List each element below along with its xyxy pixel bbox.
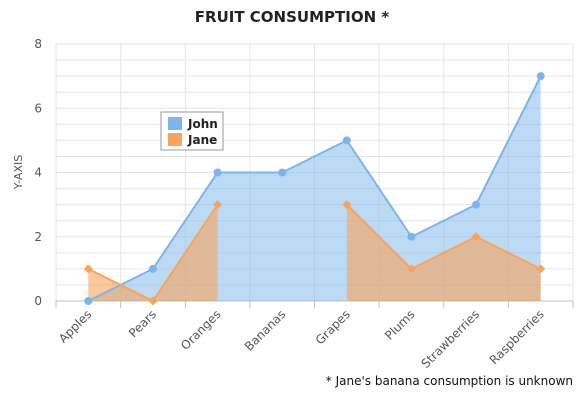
series-area-jane — [88, 204, 218, 301]
y-axis-ticks: 0 2 4 6 8 — [34, 37, 42, 308]
y-axis-title: Y-AXIS — [12, 155, 25, 190]
data-point-john[interactable] — [407, 232, 416, 241]
x-tick-label: Raspberries — [487, 307, 547, 367]
x-tick-label: Apples — [56, 307, 94, 345]
legend: John Jane — [160, 111, 224, 151]
legend-swatch-john — [168, 117, 182, 130]
x-tick-label: Strawberries — [419, 307, 483, 371]
chart-title: FRUIT CONSUMPTION * — [195, 8, 390, 26]
data-point-jane[interactable] — [471, 232, 481, 242]
chart-footnote: * Jane's banana consumption is unknown — [326, 374, 573, 388]
data-point-john[interactable] — [472, 200, 481, 209]
data-point-john[interactable] — [342, 136, 351, 145]
data-point-jane[interactable] — [213, 200, 223, 210]
series-line-john — [87, 75, 542, 302]
x-tick-label: Oranges — [178, 307, 224, 353]
x-tick-label: Bananas — [242, 307, 289, 354]
x-tick-label: Grapes — [313, 307, 353, 347]
legend-label-john: John — [187, 117, 218, 131]
y-tick-label: 2 — [34, 230, 42, 244]
data-point-jane[interactable] — [536, 264, 546, 274]
x-tick-label: Pears — [126, 307, 159, 340]
data-point-john[interactable] — [536, 72, 545, 81]
y-tick-label: 6 — [34, 101, 42, 115]
legend-label-jane: Jane — [187, 133, 217, 147]
y-tick-label: 8 — [34, 37, 42, 51]
data-point-john[interactable] — [84, 297, 93, 305]
data-point-jane[interactable] — [148, 296, 158, 306]
legend-swatch-jane — [168, 133, 182, 146]
data-point-john[interactable] — [213, 168, 222, 177]
series-line-jane — [346, 203, 542, 271]
y-tick-label: 4 — [34, 166, 42, 180]
x-tick-label: Plums — [382, 307, 417, 342]
data-point-jane[interactable] — [406, 264, 416, 274]
x-axis-ticks: Apples Pears Oranges Bananas Grapes Plums Stra… — [56, 307, 547, 371]
series-markers[interactable] — [83, 72, 546, 306]
data-point-jane[interactable] — [342, 200, 352, 210]
data-point-john[interactable] — [278, 168, 287, 177]
y-tick-label: 0 — [34, 294, 42, 308]
data-point-john[interactable] — [148, 264, 157, 273]
data-point-jane[interactable] — [83, 264, 93, 274]
